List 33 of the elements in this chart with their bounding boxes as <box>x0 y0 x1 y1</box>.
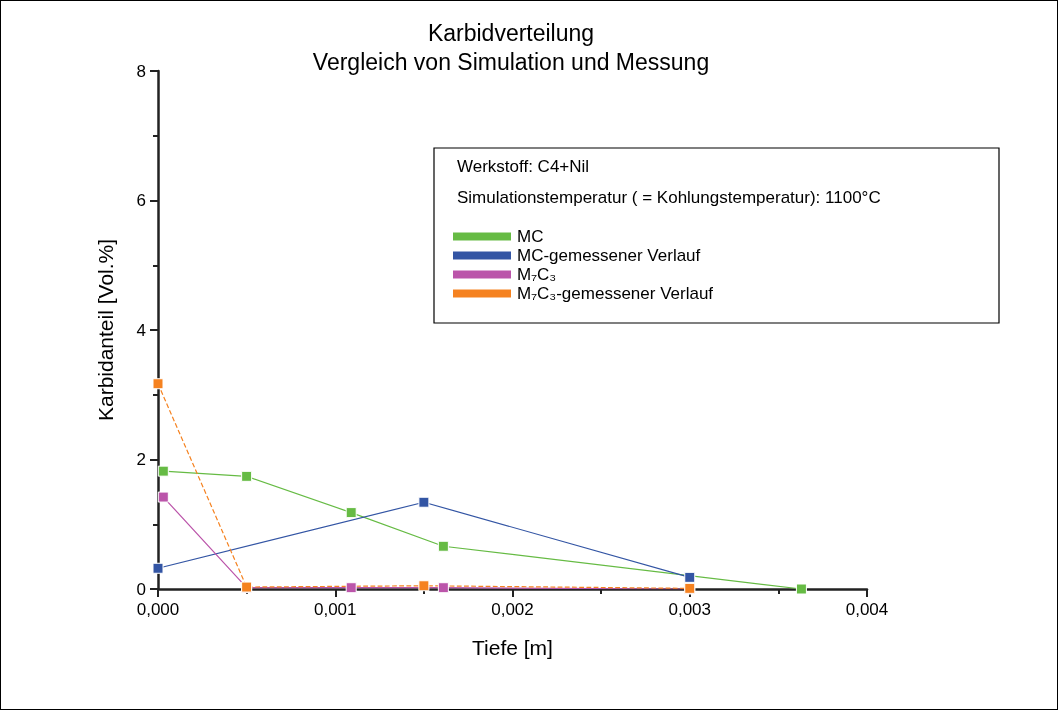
y-tick-label: 6 <box>136 191 146 210</box>
point <box>795 583 807 595</box>
x-tick-label: 0,000 <box>136 600 180 619</box>
legend-label: M₇C₃-gemessener Verlauf <box>517 284 714 303</box>
x-tick-label: 0,004 <box>845 600 889 619</box>
annotation: Werkstoff: C4+Nil <box>457 157 590 176</box>
y-axis-title: Karbidanteil [Vol.%] <box>94 238 117 422</box>
legend-label: MC-gemessener Verlauf <box>517 246 701 265</box>
chart-title: Karbidverteilung <box>427 19 595 46</box>
legend-label: M₇C₃ <box>517 265 557 284</box>
point <box>684 571 696 583</box>
point <box>345 507 357 519</box>
point <box>418 496 430 508</box>
y-tick-label: 2 <box>136 450 146 469</box>
point <box>152 378 164 390</box>
point <box>345 582 357 594</box>
point <box>241 470 253 482</box>
x-axis-title: Tiefe [m] <box>472 636 553 659</box>
legend-label: MC <box>517 227 544 246</box>
x-tick-label: 0,001 <box>313 600 357 619</box>
point <box>157 465 169 477</box>
x-tick-label: 0,003 <box>668 600 712 619</box>
point <box>437 540 449 552</box>
y-tick-label: 8 <box>136 61 146 81</box>
point <box>152 562 164 574</box>
point <box>437 582 449 594</box>
x-tick-label: 0,002 <box>491 600 534 619</box>
y-tick-label: 0 <box>136 579 146 599</box>
y-tick-label: 4 <box>136 320 146 340</box>
chart-subtitle: Vergleich von Simulation und Messung <box>312 48 710 75</box>
annotation: Simulationstemperatur ( = Kohlungstemperatur): 1100°C <box>457 188 881 207</box>
point <box>418 580 430 592</box>
point <box>157 491 169 503</box>
